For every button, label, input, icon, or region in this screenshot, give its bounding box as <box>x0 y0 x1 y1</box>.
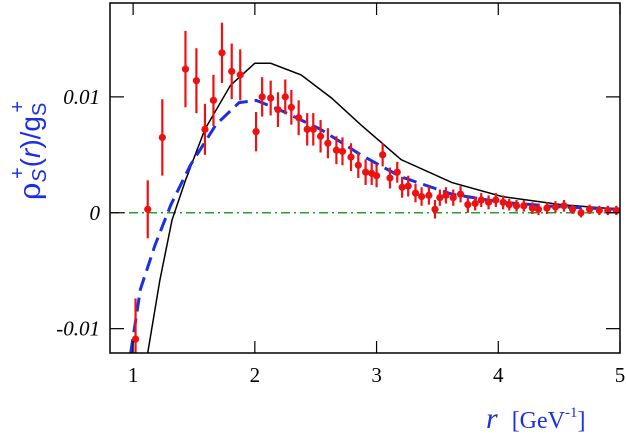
data-point <box>324 139 332 147</box>
data-point <box>209 96 218 104</box>
line-dashed <box>129 98 620 353</box>
data-point <box>332 146 340 154</box>
y-label-part: S <box>29 103 51 116</box>
data-point <box>585 205 594 213</box>
data-point <box>520 202 528 210</box>
data-point <box>393 168 401 176</box>
data-point <box>505 201 513 209</box>
y-tick-label: 0 <box>90 201 101 225</box>
data-point <box>425 191 433 199</box>
x-tick-label: 5 <box>615 363 626 387</box>
data-point <box>372 172 381 180</box>
data-point <box>534 205 543 213</box>
data-point <box>411 189 420 197</box>
data-point <box>281 93 289 101</box>
data-point <box>338 147 347 155</box>
data-point <box>386 174 394 182</box>
x-label-part: ] <box>578 408 586 434</box>
data-point <box>528 204 536 212</box>
x-tick-label: 4 <box>493 363 504 387</box>
data-point <box>456 190 465 198</box>
data-point <box>309 125 317 133</box>
data-point <box>181 65 190 73</box>
data-point <box>201 125 209 133</box>
data-point <box>192 77 201 85</box>
y-label-part: ( <box>15 157 46 167</box>
data-point <box>131 335 140 343</box>
data-point <box>442 191 450 199</box>
data-point <box>218 49 226 57</box>
data-point <box>354 161 362 169</box>
data-point <box>477 196 485 204</box>
data-point <box>417 192 426 201</box>
x-tick-label: 3 <box>371 363 382 387</box>
y-tick-label: -0.01 <box>56 317 100 341</box>
data-point <box>577 209 585 217</box>
data-point <box>449 194 457 202</box>
data-point <box>267 94 275 102</box>
data-point <box>379 151 387 159</box>
data-point <box>560 202 568 210</box>
y-label-part: )/g <box>15 116 46 149</box>
data-point <box>512 202 521 210</box>
y-label-part: ρ <box>13 182 48 200</box>
x-label-part: r <box>486 402 498 435</box>
data-point <box>228 67 236 75</box>
data-point <box>492 196 500 204</box>
y-label-part: r <box>15 147 46 158</box>
data-point <box>436 194 444 202</box>
x-tick-label: 1 <box>128 363 139 387</box>
data-point <box>398 183 406 191</box>
data-point <box>158 133 166 142</box>
data-point <box>287 103 295 111</box>
data-point <box>258 93 266 101</box>
data-point <box>464 201 472 209</box>
data-point <box>316 132 325 140</box>
x-label-part: -1 <box>565 405 578 421</box>
data-point <box>274 106 282 114</box>
data-point <box>568 205 577 213</box>
data-point <box>362 168 370 176</box>
y-label-part: + <box>7 101 29 113</box>
data-point <box>252 128 260 136</box>
data-point <box>543 204 551 212</box>
data-point <box>303 125 311 133</box>
x-axis-label: r [GeV-1] <box>486 402 586 435</box>
x-label-part: [GeV <box>512 408 566 434</box>
data-point <box>551 203 560 211</box>
data-point <box>144 205 152 213</box>
data-point <box>236 71 244 79</box>
data-point <box>471 199 479 208</box>
data-point <box>431 205 439 213</box>
data-point <box>484 198 493 206</box>
plot-frame <box>109 2 621 354</box>
data-point <box>404 182 412 190</box>
y-tick-label: 0.01 <box>63 85 100 109</box>
data-point <box>295 114 303 122</box>
data-point <box>499 198 507 206</box>
y-label-part: + <box>7 167 29 179</box>
line-solid <box>146 62 620 353</box>
plot-area <box>110 22 620 353</box>
y-label-part: S <box>29 168 51 182</box>
data-point <box>595 206 603 215</box>
x-tick-label: 2 <box>250 363 261 387</box>
data-point <box>347 153 355 161</box>
y-axis-label: ρS+(r)/gS+ <box>7 101 51 200</box>
